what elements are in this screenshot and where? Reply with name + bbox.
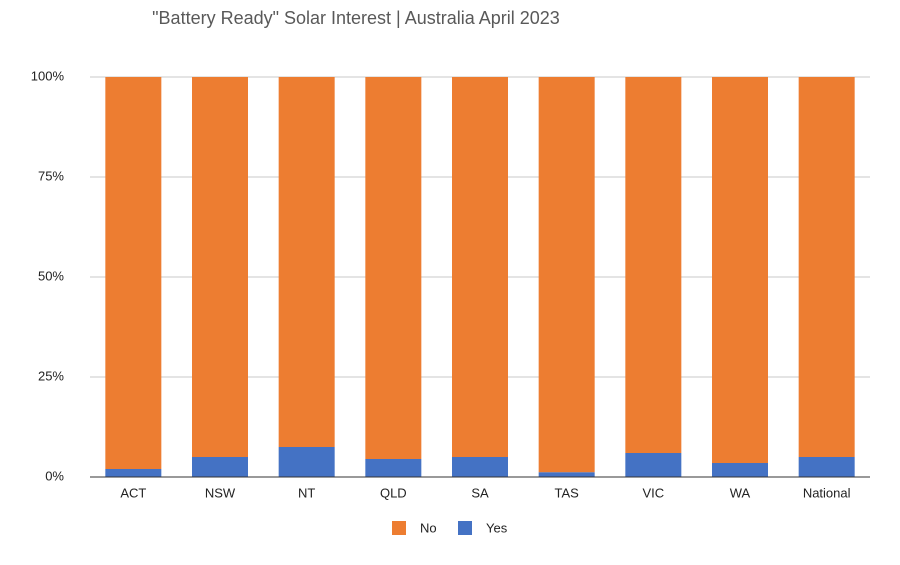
legend-swatch [392,521,406,535]
bar-segment [105,77,162,469]
bar-segment [625,453,682,477]
x-tick-label: TAS [555,485,580,500]
x-tick-label: QLD [380,485,407,500]
y-tick-label: 50% [38,268,64,283]
chart-title: "Battery Ready" Solar Interest | Austral… [152,8,560,28]
y-tick-label: 75% [38,168,64,183]
x-tick-label: WA [730,485,751,500]
bar-segment [365,459,422,477]
bar-segment [192,77,248,457]
bar-segment [798,457,855,477]
y-tick-label: 25% [38,368,64,383]
bar-segment [278,77,335,447]
bar-segment [798,77,855,457]
bar-segment [452,457,508,477]
bar-segment [192,457,248,477]
x-tick-label: ACT [120,485,146,500]
bar-segment [452,77,508,457]
bar-segment [278,447,335,477]
x-tick-label: National [803,485,851,500]
legend-label: Yes [486,520,508,535]
y-tick-label: 0% [45,468,64,483]
x-tick-label: NSW [205,485,236,500]
bar-segment [538,77,595,473]
x-tick-label: NT [298,485,315,500]
x-tick-label: VIC [642,485,664,500]
bar-segment [365,77,422,459]
bar-segment [105,469,162,477]
legend-swatch [458,521,472,535]
x-tick-label: SA [471,485,489,500]
bar-segment [712,463,768,477]
legend-label: No [420,520,437,535]
y-tick-label: 100% [31,68,65,83]
bar-segment [625,77,682,453]
bar-segment [538,472,595,477]
bar-segment [712,77,768,463]
